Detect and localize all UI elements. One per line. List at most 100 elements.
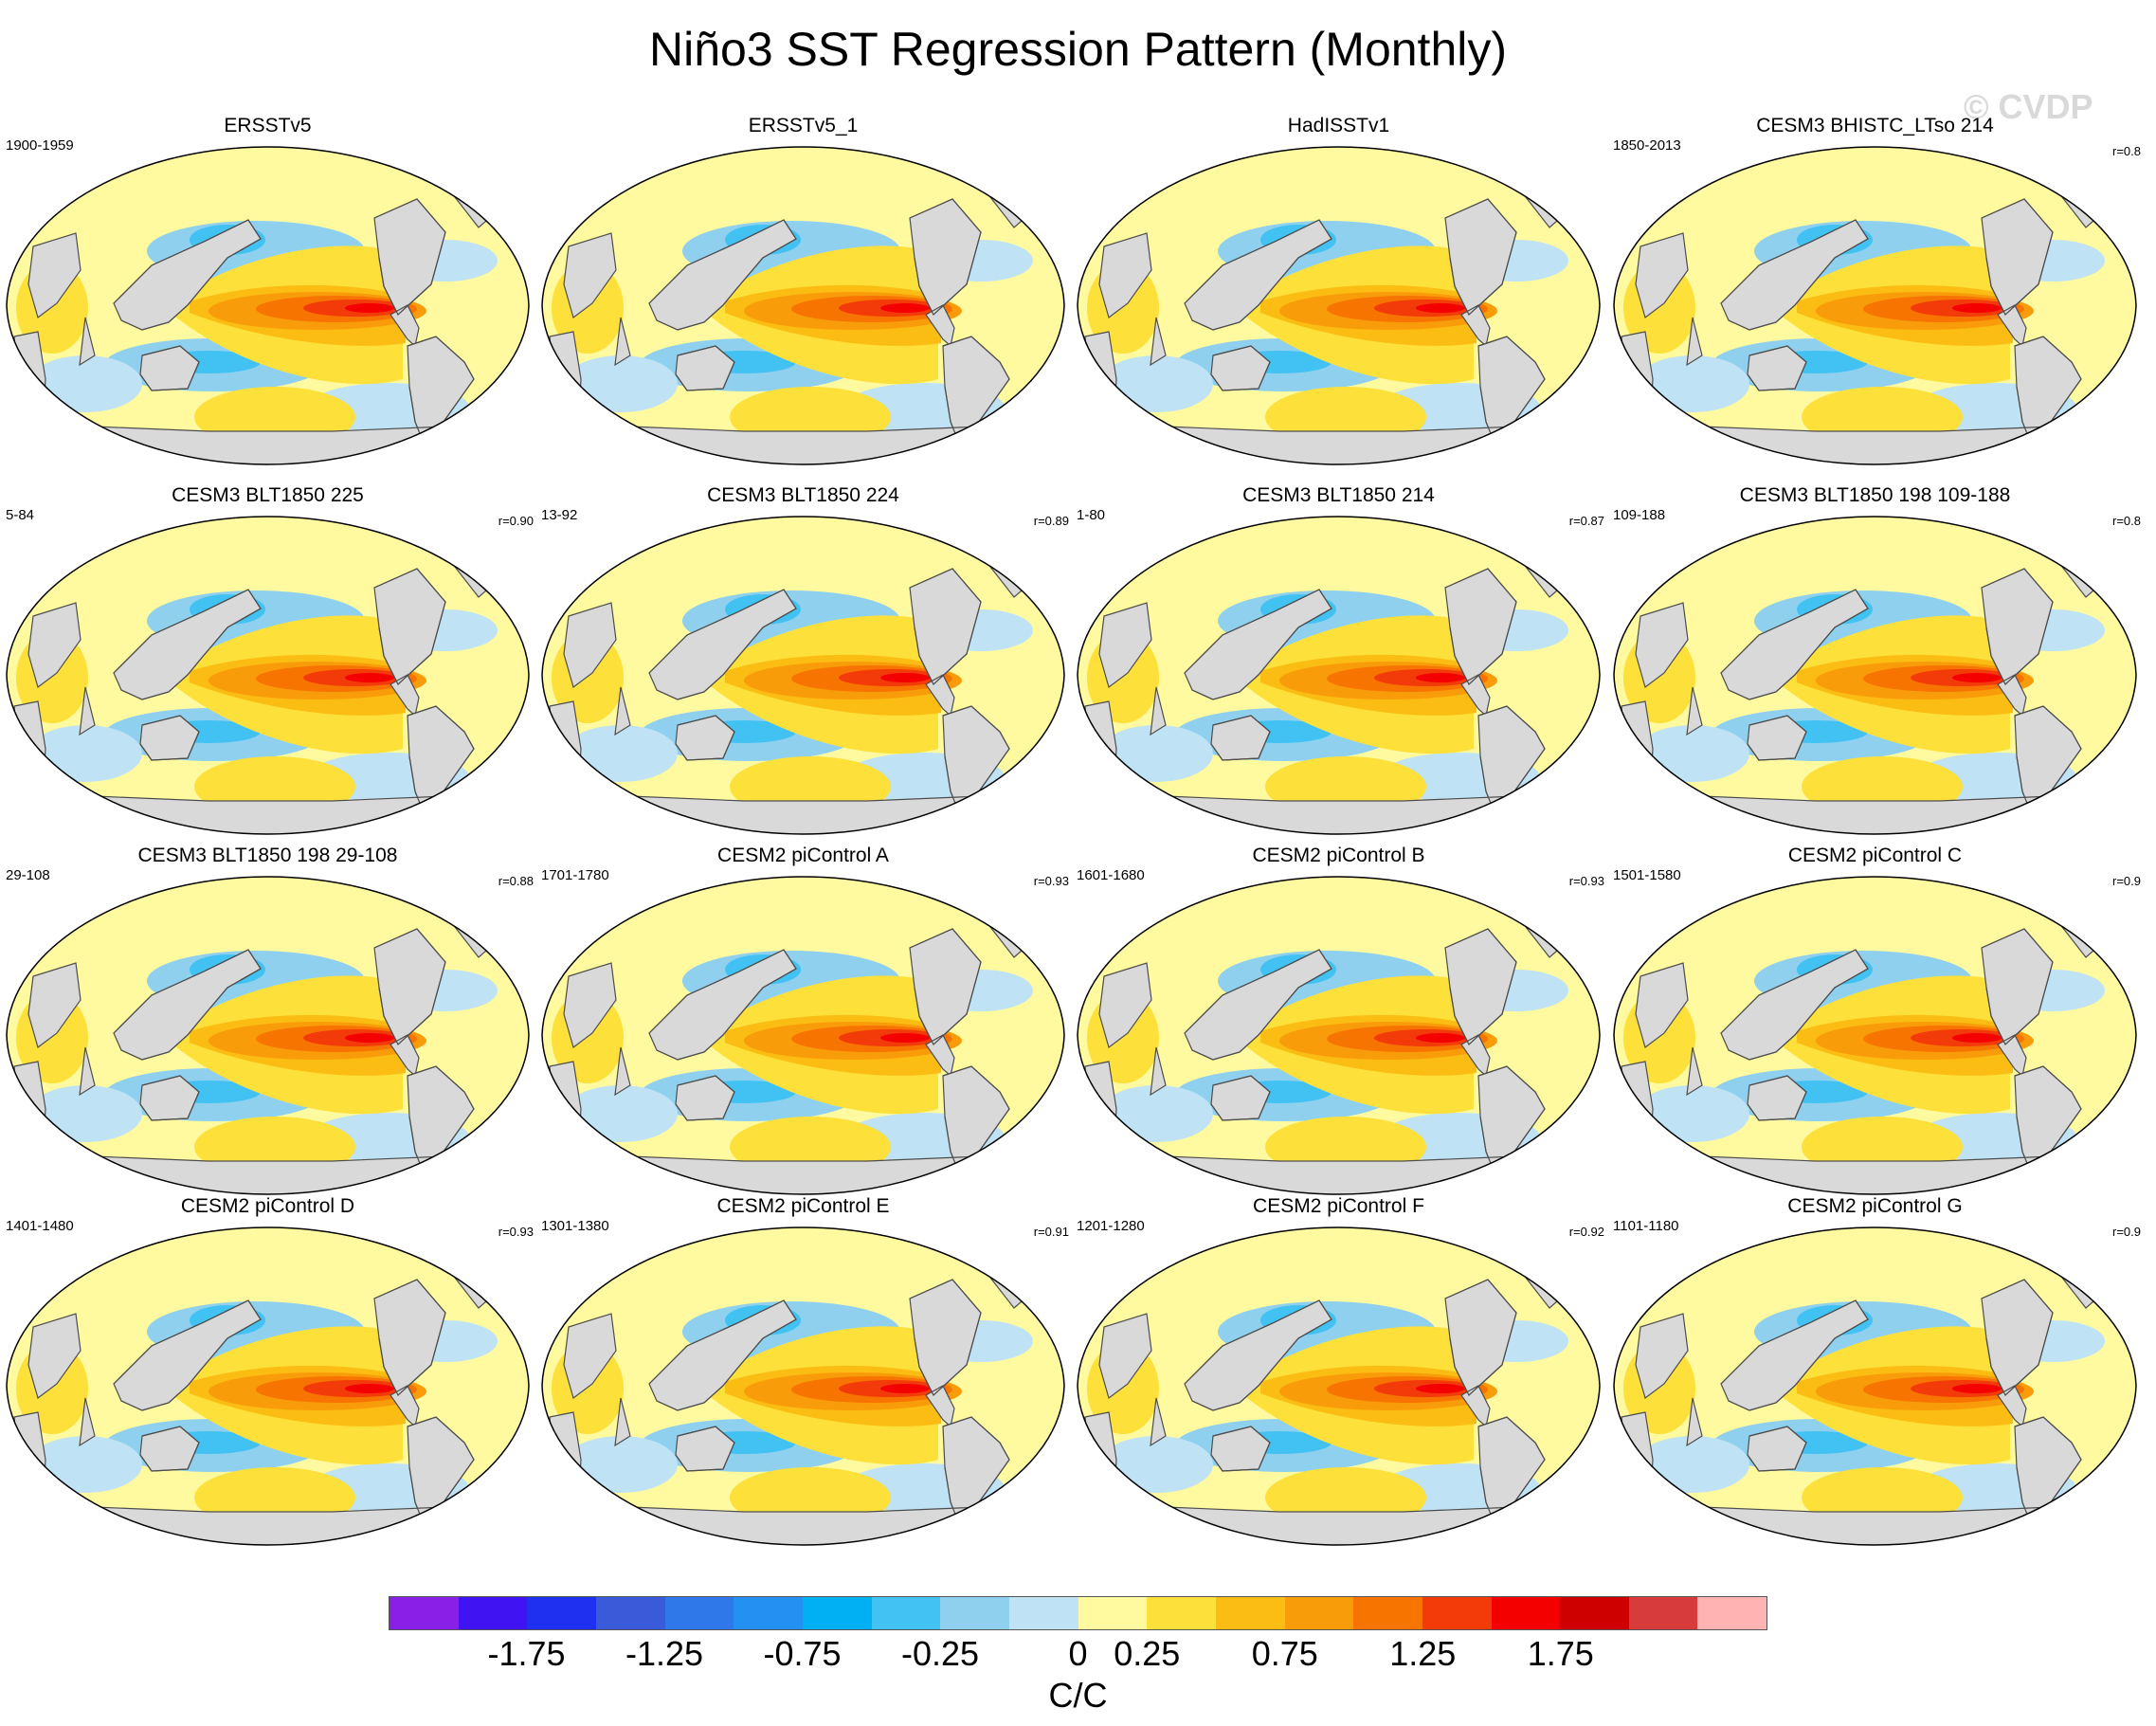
colorbar-box — [1422, 1597, 1492, 1629]
map-panel: CESM3 BLT1850 214 1-80 r=0.87 — [1071, 483, 1606, 844]
map-panel: CESM2 piControl B 1601-1680 r=0.93 — [1071, 844, 1606, 1204]
panel-correlation: r=0.91 — [1033, 1225, 1069, 1239]
panel-title: ERSSTv5_1 — [748, 115, 859, 136]
panel-period: 1601-1680 — [1077, 867, 1145, 883]
panel-period: 5-84 — [6, 507, 35, 523]
panel-period: 1-80 — [1077, 507, 1106, 523]
map-panel: CESM2 piControl E 1301-1380 r=0.91 — [535, 1194, 1071, 1554]
colorbar-tick-label: -0.25 — [900, 1634, 980, 1673]
map-panel: CESM3 BLT1850 224 13-92 r=0.89 — [535, 483, 1071, 844]
colorbar-box — [940, 1597, 1009, 1629]
map-panel: CESM3 BLT1850 225 5-84 r=0.90 — [0, 483, 535, 844]
panel-period: 1101-1180 — [1613, 1218, 1679, 1234]
colorbar-box — [1697, 1597, 1767, 1629]
panel-period: 13-92 — [541, 507, 578, 523]
panel-title: CESM2 piControl G — [1787, 1195, 1963, 1217]
panel-title: CESM2 piControl E — [716, 1195, 890, 1217]
panel-period: 1201-1280 — [1077, 1218, 1145, 1234]
map-panel: CESM2 piControl C 1501-1580 r=0.9 — [1607, 844, 2143, 1204]
panel-period: 1501-1580 — [1613, 867, 1681, 883]
panel-correlation: r=0.92 — [1568, 1225, 1604, 1239]
colorbar-tick-label: 1.75 — [1527, 1634, 1594, 1673]
panel-title: CESM2 piControl C — [1787, 845, 1963, 866]
colorbar-box — [1353, 1597, 1422, 1629]
map-panel: ERSSTv5_1 — [535, 114, 1071, 474]
world-map — [541, 516, 1065, 835]
world-map — [1077, 876, 1601, 1195]
colorbar-labels: -1.75 -1.25 -0.75 -0.25 0 0.25 0.75 1.25 1.75 — [0, 1634, 2156, 1676]
panel-correlation: r=0.93 — [498, 1225, 534, 1239]
panel-title: ERSSTv5 — [224, 115, 312, 136]
colorbar-box — [390, 1597, 459, 1629]
map-panel: CESM3 BLT1850 198 29-108 29-108 r=0.88 — [0, 844, 535, 1204]
panel-correlation: r=0.90 — [498, 514, 534, 528]
colorbar-box — [458, 1597, 528, 1629]
colorbar-box — [1491, 1597, 1561, 1629]
colorbar-box — [802, 1597, 872, 1629]
map-panel: ERSSTv5 1900-1959 — [0, 114, 535, 474]
panel-correlation: r=0.9 — [2112, 874, 2141, 888]
panel-title: CESM2 piControl F — [1253, 1195, 1424, 1217]
panel-correlation: r=0.93 — [1033, 874, 1069, 888]
colorbar-box — [734, 1597, 803, 1629]
map-panel: CESM2 piControl A 1701-1780 r=0.93 — [535, 844, 1071, 1204]
world-map — [1613, 876, 2137, 1195]
world-map — [541, 146, 1065, 465]
panel-period: 1850-2013 — [1613, 137, 1681, 154]
colorbar-box — [1628, 1597, 1698, 1629]
colorbar-box — [1147, 1597, 1216, 1629]
world-map — [1613, 1226, 2137, 1546]
panel-title: CESM2 piControl A — [717, 845, 889, 866]
panel-correlation: r=0.89 — [1033, 514, 1069, 528]
colorbar-box — [1078, 1597, 1148, 1629]
panel-correlation: r=0.93 — [1568, 874, 1604, 888]
world-map — [6, 876, 530, 1195]
map-panel: CESM2 piControl D 1401-1480 r=0.93 — [0, 1194, 535, 1554]
panel-title: CESM3 BLT1850 225 — [172, 484, 364, 506]
colorbar — [389, 1596, 1767, 1630]
panel-period: 29-108 — [6, 867, 50, 883]
map-panel: CESM3 BHISTC_LTso 214 1850-2013 r=0.8 — [1607, 114, 2143, 474]
world-map — [541, 876, 1065, 1195]
colorbar-box — [871, 1597, 941, 1629]
world-map — [1077, 146, 1601, 465]
map-panel: CESM3 BLT1850 198 109-188 109-188 r=0.8 — [1607, 483, 2143, 844]
panel-correlation: r=0.9 — [2112, 1225, 2141, 1239]
panel-title: CESM3 BLT1850 214 — [1242, 484, 1435, 506]
colorbar-box — [1560, 1597, 1629, 1629]
colorbar-box — [1215, 1597, 1285, 1629]
panel-title: CESM3 BLT1850 198 109-188 — [1739, 484, 2011, 506]
panel-period: 1301-1380 — [541, 1218, 609, 1234]
panel-title: CESM3 BLT1850 198 29-108 — [137, 845, 398, 866]
colorbar-tick-label: -0.75 — [763, 1634, 842, 1673]
map-panel: HadISSTv1 — [1071, 114, 1606, 474]
panel-title: CESM3 BHISTC_LTso 214 — [1756, 115, 1994, 136]
panel-correlation: r=0.8 — [2112, 144, 2141, 158]
colorbar-tick-label: -1.25 — [625, 1634, 704, 1673]
panel-period: 1900-1959 — [6, 137, 74, 154]
world-map — [1077, 1226, 1601, 1546]
world-map — [1077, 516, 1601, 835]
colorbar-box — [527, 1597, 596, 1629]
map-panel: CESM2 piControl G 1101-1180 r=0.9 — [1607, 1194, 2143, 1554]
colorbar-tick-label: 0.25 — [1114, 1634, 1181, 1673]
colorbar-tick-label: -1.75 — [487, 1634, 566, 1673]
world-map — [6, 1226, 530, 1546]
panel-title: CESM2 piControl B — [1252, 845, 1425, 866]
page-title: Niño3 SST Regression Pattern (Monthly) — [648, 23, 1508, 76]
colorbar-box — [664, 1597, 734, 1629]
panel-correlation: r=0.87 — [1568, 514, 1604, 528]
panel-period: 1701-1780 — [541, 867, 609, 883]
colorbar-units: C/C — [1048, 1676, 1108, 1715]
colorbar-tick-label: 0 — [1068, 1634, 1088, 1673]
panel-title: CESM3 BLT1850 224 — [707, 484, 899, 506]
panel-period: 1401-1480 — [6, 1218, 74, 1234]
world-map — [6, 516, 530, 835]
panel-period: 109-188 — [1613, 507, 1666, 523]
world-map — [541, 1226, 1065, 1546]
panel-title: CESM2 piControl D — [180, 1195, 355, 1217]
colorbar-box — [595, 1597, 665, 1629]
panel-title: HadISSTv1 — [1287, 115, 1390, 136]
map-panel: CESM2 piControl F 1201-1280 r=0.92 — [1071, 1194, 1606, 1554]
